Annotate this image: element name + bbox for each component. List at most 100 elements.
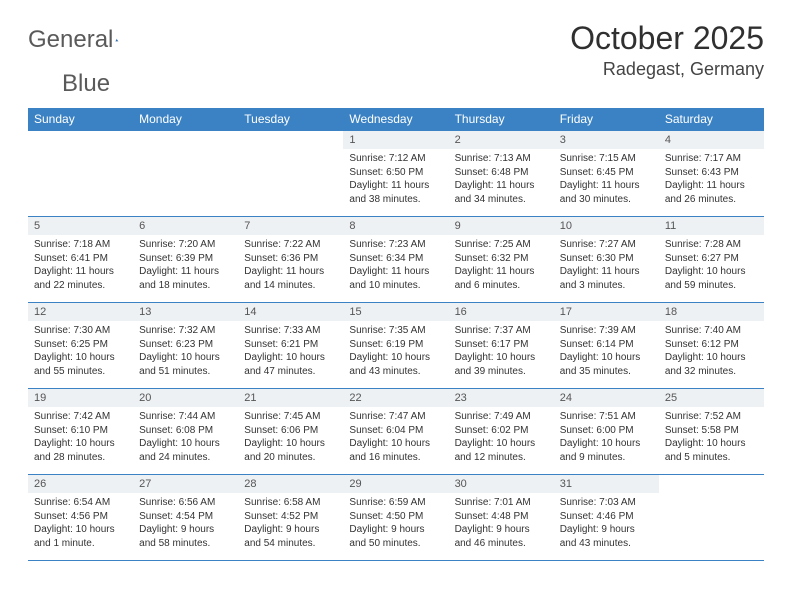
day-details: Sunrise: 7:18 AMSunset: 6:41 PMDaylight:… [28,235,133,298]
sunset-text: Sunset: 4:48 PM [455,510,548,524]
day-details: Sunrise: 7:51 AMSunset: 6:00 PMDaylight:… [554,407,659,470]
daylight-text: Daylight: 10 hours and 47 minutes. [244,351,337,378]
day-number: 1 [343,131,448,149]
day-number: 9 [449,217,554,235]
day-number: 11 [659,217,764,235]
calendar-day-cell: 28Sunrise: 6:58 AMSunset: 4:52 PMDayligh… [238,475,343,561]
day-details: Sunrise: 7:49 AMSunset: 6:02 PMDaylight:… [449,407,554,470]
sunrise-text: Sunrise: 6:56 AM [139,496,232,510]
day-details: Sunrise: 7:47 AMSunset: 6:04 PMDaylight:… [343,407,448,470]
sunrise-text: Sunrise: 7:25 AM [455,238,548,252]
day-number: 4 [659,131,764,149]
calendar-day-cell: 7Sunrise: 7:22 AMSunset: 6:36 PMDaylight… [238,217,343,303]
sunset-text: Sunset: 6:21 PM [244,338,337,352]
sunrise-text: Sunrise: 7:39 AM [560,324,653,338]
daylight-text: Daylight: 11 hours and 14 minutes. [244,265,337,292]
day-details: Sunrise: 7:20 AMSunset: 6:39 PMDaylight:… [133,235,238,298]
sunrise-text: Sunrise: 7:30 AM [34,324,127,338]
day-number: 5 [28,217,133,235]
sunset-text: Sunset: 6:25 PM [34,338,127,352]
daylight-text: Daylight: 9 hours and 50 minutes. [349,523,442,550]
day-details: Sunrise: 7:12 AMSunset: 6:50 PMDaylight:… [343,149,448,212]
day-details: Sunrise: 7:22 AMSunset: 6:36 PMDaylight:… [238,235,343,298]
weekday-header: Thursday [449,108,554,131]
day-details: Sunrise: 7:01 AMSunset: 4:48 PMDaylight:… [449,493,554,556]
calendar-day-cell: 26Sunrise: 6:54 AMSunset: 4:56 PMDayligh… [28,475,133,561]
sunrise-text: Sunrise: 7:12 AM [349,152,442,166]
calendar-week-row: 19Sunrise: 7:42 AMSunset: 6:10 PMDayligh… [28,389,764,475]
daylight-text: Daylight: 11 hours and 30 minutes. [560,179,653,206]
sunset-text: Sunset: 6:14 PM [560,338,653,352]
day-number: 30 [449,475,554,493]
calendar-day-cell: 18Sunrise: 7:40 AMSunset: 6:12 PMDayligh… [659,303,764,389]
sunrise-text: Sunrise: 7:51 AM [560,410,653,424]
sunset-text: Sunset: 6:12 PM [665,338,758,352]
daylight-text: Daylight: 10 hours and 59 minutes. [665,265,758,292]
sunrise-text: Sunrise: 7:15 AM [560,152,653,166]
calendar-day-cell [659,475,764,561]
sunset-text: Sunset: 6:45 PM [560,166,653,180]
day-number: 29 [343,475,448,493]
calendar-day-cell: 30Sunrise: 7:01 AMSunset: 4:48 PMDayligh… [449,475,554,561]
sunset-text: Sunset: 6:41 PM [34,252,127,266]
weekday-header-row: Sunday Monday Tuesday Wednesday Thursday… [28,108,764,131]
sunrise-text: Sunrise: 7:01 AM [455,496,548,510]
day-details: Sunrise: 7:23 AMSunset: 6:34 PMDaylight:… [343,235,448,298]
daylight-text: Daylight: 9 hours and 43 minutes. [560,523,653,550]
sunrise-text: Sunrise: 7:52 AM [665,410,758,424]
calendar-day-cell: 27Sunrise: 6:56 AMSunset: 4:54 PMDayligh… [133,475,238,561]
daylight-text: Daylight: 9 hours and 54 minutes. [244,523,337,550]
day-number: 22 [343,389,448,407]
title-block: October 2025 Radegast, Germany [570,20,764,80]
daylight-text: Daylight: 10 hours and 5 minutes. [665,437,758,464]
calendar-day-cell: 11Sunrise: 7:28 AMSunset: 6:27 PMDayligh… [659,217,764,303]
day-details: Sunrise: 7:27 AMSunset: 6:30 PMDaylight:… [554,235,659,298]
sunset-text: Sunset: 4:46 PM [560,510,653,524]
day-number: 18 [659,303,764,321]
sunrise-text: Sunrise: 7:33 AM [244,324,337,338]
calendar-day-cell: 9Sunrise: 7:25 AMSunset: 6:32 PMDaylight… [449,217,554,303]
sunrise-text: Sunrise: 7:32 AM [139,324,232,338]
calendar-day-cell: 23Sunrise: 7:49 AMSunset: 6:02 PMDayligh… [449,389,554,475]
daylight-text: Daylight: 10 hours and 51 minutes. [139,351,232,378]
day-number [133,131,238,149]
sunset-text: Sunset: 6:43 PM [665,166,758,180]
day-details: Sunrise: 7:52 AMSunset: 5:58 PMDaylight:… [659,407,764,470]
sunrise-text: Sunrise: 7:42 AM [34,410,127,424]
brand-word-1: General [28,26,113,54]
day-number: 24 [554,389,659,407]
sunset-text: Sunset: 6:27 PM [665,252,758,266]
sunset-text: Sunset: 6:08 PM [139,424,232,438]
sunrise-text: Sunrise: 7:13 AM [455,152,548,166]
sunrise-text: Sunrise: 7:37 AM [455,324,548,338]
sunset-text: Sunset: 6:34 PM [349,252,442,266]
calendar-day-cell: 15Sunrise: 7:35 AMSunset: 6:19 PMDayligh… [343,303,448,389]
sunset-text: Sunset: 6:23 PM [139,338,232,352]
day-number: 17 [554,303,659,321]
sunrise-text: Sunrise: 7:18 AM [34,238,127,252]
calendar-day-cell: 8Sunrise: 7:23 AMSunset: 6:34 PMDaylight… [343,217,448,303]
sunrise-text: Sunrise: 7:44 AM [139,410,232,424]
calendar-day-cell: 4Sunrise: 7:17 AMSunset: 6:43 PMDaylight… [659,131,764,217]
daylight-text: Daylight: 10 hours and 1 minute. [34,523,127,550]
sunrise-text: Sunrise: 7:03 AM [560,496,653,510]
daylight-text: Daylight: 11 hours and 26 minutes. [665,179,758,206]
calendar-day-cell: 10Sunrise: 7:27 AMSunset: 6:30 PMDayligh… [554,217,659,303]
sunrise-text: Sunrise: 6:58 AM [244,496,337,510]
daylight-text: Daylight: 11 hours and 38 minutes. [349,179,442,206]
calendar-day-cell: 2Sunrise: 7:13 AMSunset: 6:48 PMDaylight… [449,131,554,217]
day-number: 31 [554,475,659,493]
day-details: Sunrise: 7:45 AMSunset: 6:06 PMDaylight:… [238,407,343,470]
sunrise-text: Sunrise: 7:22 AM [244,238,337,252]
day-details: Sunrise: 7:03 AMSunset: 4:46 PMDaylight:… [554,493,659,556]
sunrise-text: Sunrise: 7:35 AM [349,324,442,338]
day-number: 19 [28,389,133,407]
calendar-week-row: 26Sunrise: 6:54 AMSunset: 4:56 PMDayligh… [28,475,764,561]
calendar-day-cell: 19Sunrise: 7:42 AMSunset: 6:10 PMDayligh… [28,389,133,475]
day-details: Sunrise: 7:42 AMSunset: 6:10 PMDaylight:… [28,407,133,470]
calendar-day-cell: 12Sunrise: 7:30 AMSunset: 6:25 PMDayligh… [28,303,133,389]
daylight-text: Daylight: 10 hours and 20 minutes. [244,437,337,464]
calendar-day-cell: 24Sunrise: 7:51 AMSunset: 6:00 PMDayligh… [554,389,659,475]
day-details: Sunrise: 7:13 AMSunset: 6:48 PMDaylight:… [449,149,554,212]
daylight-text: Daylight: 11 hours and 6 minutes. [455,265,548,292]
